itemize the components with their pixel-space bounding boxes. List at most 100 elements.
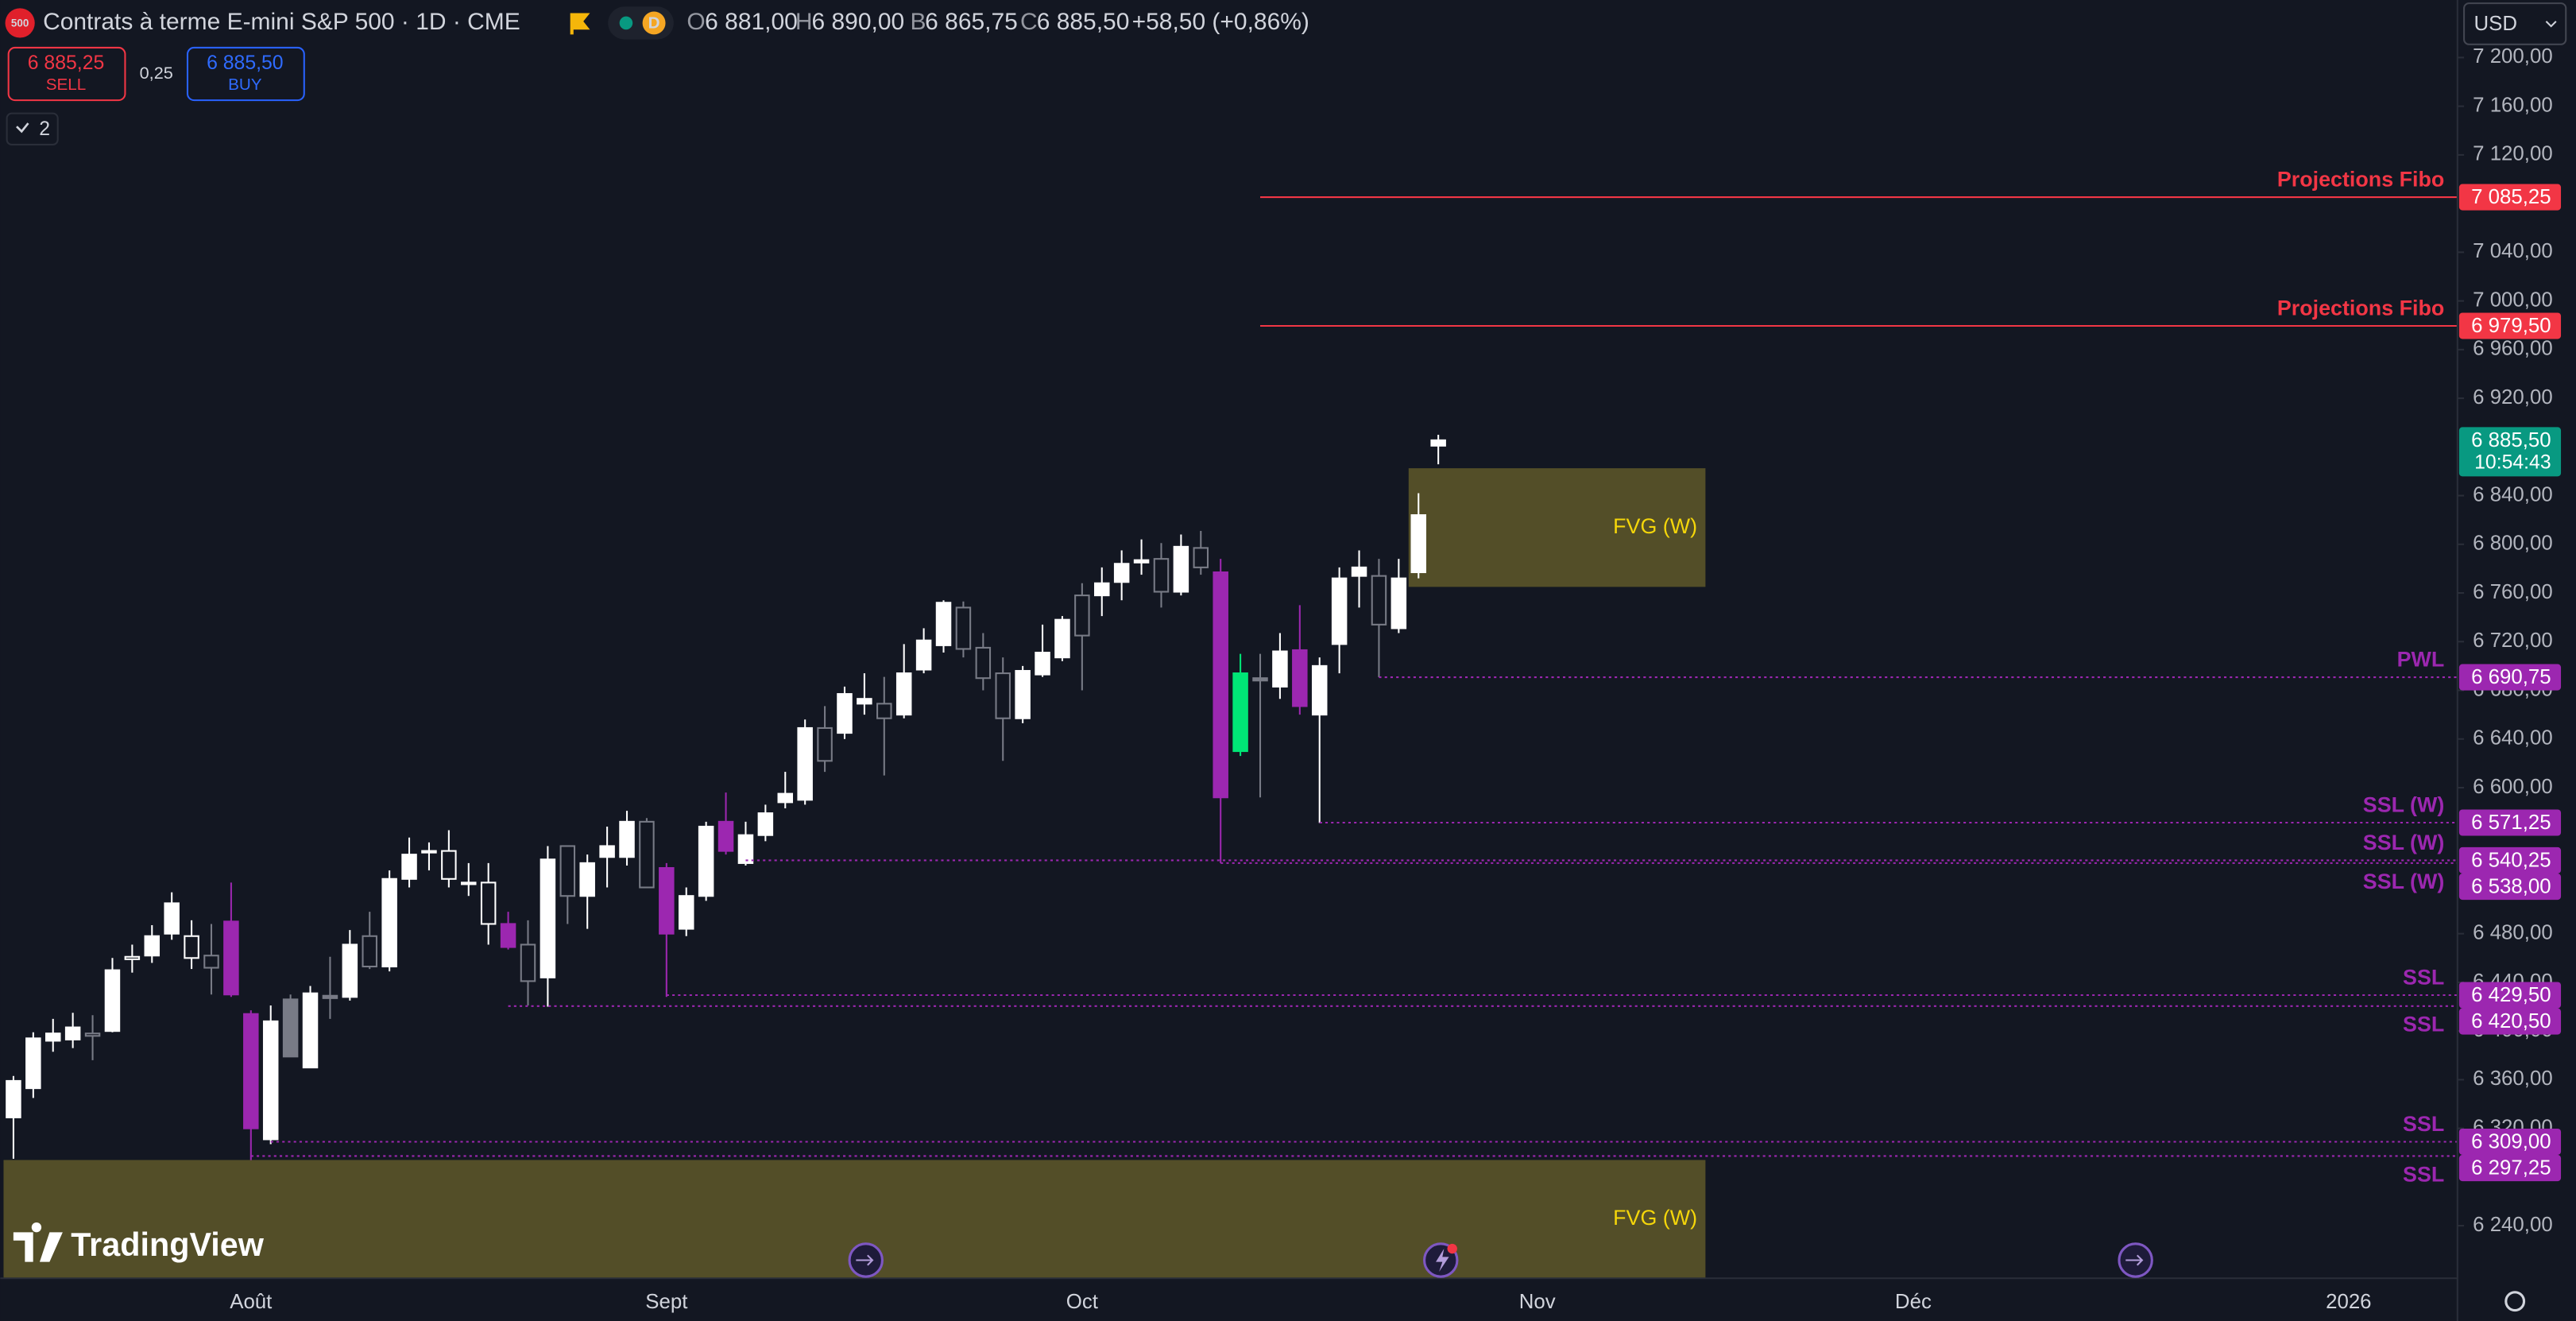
- candle-body: [1232, 672, 1248, 753]
- candle-body: [1015, 669, 1031, 719]
- y-tick-label: 7 040,00: [2473, 240, 2553, 262]
- x-tick-label: Déc: [1895, 1291, 1932, 1313]
- market-status: [619, 16, 633, 30]
- event-glyph: [856, 1254, 874, 1266]
- y-tick-label: 6 760,00: [2473, 581, 2553, 603]
- interval-badge-text: D: [648, 14, 660, 32]
- candle-body: [1371, 575, 1387, 626]
- sell-label: SELL: [46, 76, 87, 94]
- level-label: SSL: [2403, 1112, 2444, 1136]
- candle-body: [223, 920, 239, 996]
- x-tick-label: Nov: [1519, 1291, 1556, 1313]
- candle-body: [184, 935, 199, 959]
- candle-body: [461, 881, 477, 885]
- candle-body: [797, 726, 813, 801]
- candle-body: [362, 935, 377, 968]
- candle-body: [1272, 650, 1288, 688]
- y-tick-label: 7 120,00: [2473, 143, 2553, 165]
- y-tick-label: 6 640,00: [2473, 727, 2553, 750]
- watermark: TradingView: [71, 1226, 265, 1263]
- price-tag-label: 7 085,25: [2471, 186, 2551, 208]
- y-tick-label: 6 920,00: [2473, 386, 2553, 409]
- flag-icon[interactable]: [570, 13, 590, 35]
- bar-countdown: 10:54:43: [2474, 451, 2551, 473]
- candle-body: [955, 606, 972, 650]
- currency-select[interactable]: [2463, 2, 2567, 45]
- candle-body: [639, 820, 655, 889]
- candle-body: [1213, 571, 1228, 799]
- candle-body: [717, 820, 734, 852]
- price-tag: [2458, 809, 2562, 836]
- candle-body: [876, 703, 892, 719]
- candle-body: [757, 812, 774, 836]
- ohlc-value: 6 881,00: [705, 9, 798, 35]
- event-glyph: [1436, 1249, 1449, 1272]
- ohlc-key: H: [795, 9, 813, 35]
- indicator-count: 2: [39, 118, 50, 140]
- candle-body: [995, 672, 1011, 719]
- candle-body: [262, 1020, 279, 1141]
- settings-icon[interactable]: [2504, 1291, 2526, 1312]
- x-tick-label: Sept: [645, 1291, 687, 1313]
- price-tag: [2458, 664, 2562, 691]
- candle-body: [44, 1032, 61, 1042]
- level-label: SSL: [2403, 1162, 2444, 1186]
- y-tick-label: 6 600,00: [2473, 776, 2553, 798]
- candle-body: [164, 902, 180, 935]
- candle-body: [1193, 547, 1209, 568]
- buy-button[interactable]: [186, 46, 305, 102]
- chevron-icon: [16, 122, 29, 134]
- indicators-toggle[interactable]: [6, 112, 59, 145]
- candle-body: [1074, 595, 1090, 637]
- candle-body: [342, 943, 358, 998]
- plot-area: [3, 196, 2458, 1279]
- candle-body: [480, 881, 497, 925]
- ohlc-value: 6 885,50: [1037, 9, 1130, 35]
- y-tick-label: 7 000,00: [2473, 289, 2553, 311]
- symbol-logo-text: 500: [11, 17, 29, 29]
- symbol-logo: [5, 8, 35, 38]
- level-label: SSL: [2403, 1013, 2444, 1036]
- candle-body: [1094, 582, 1110, 597]
- price-tag-label: 6 571,25: [2471, 812, 2551, 834]
- candle-body: [619, 820, 635, 858]
- sell-button[interactable]: [7, 46, 126, 102]
- candle-body: [1113, 563, 1130, 583]
- candle-body: [302, 992, 319, 1069]
- watermark-logo: [13, 1222, 63, 1262]
- candle-body: [678, 895, 694, 930]
- price-tag: [2458, 982, 2562, 1009]
- candle-body: [1311, 664, 1328, 716]
- candle-body: [1153, 558, 1170, 593]
- y-tick-label: 6 800,00: [2473, 533, 2553, 555]
- x-tick-label: 2026: [2326, 1291, 2371, 1313]
- candle-body: [500, 923, 516, 948]
- candle-body: [817, 726, 833, 762]
- dropdown-icon: [2545, 21, 2557, 28]
- price-tag-label: 6 540,25: [2471, 849, 2551, 871]
- candle-body: [599, 845, 615, 858]
- candle-body: [520, 943, 536, 982]
- fvg-zone: [1408, 468, 1706, 587]
- candle-body: [1035, 652, 1050, 676]
- price-tag-label: 6 538,00: [2471, 875, 2551, 897]
- current-price-tag: [2458, 427, 2562, 477]
- price-tag-label: 6 429,50: [2471, 984, 2551, 1006]
- candle-body: [540, 858, 556, 978]
- candle-body: [64, 1026, 81, 1040]
- candle-body: [421, 850, 437, 854]
- candle-body: [1430, 439, 1446, 447]
- y-tick-label: 6 840,00: [2473, 483, 2553, 506]
- price-tag: [2458, 312, 2562, 339]
- price-tag: [2458, 846, 2562, 874]
- candle-body: [559, 845, 576, 897]
- level-label: SSL (W): [2363, 870, 2444, 893]
- candle-body: [441, 850, 457, 880]
- price-tag: [2458, 1128, 2562, 1156]
- level-label: SSL (W): [2363, 831, 2444, 854]
- x-tick-label: Août: [230, 1291, 272, 1313]
- candle-body: [857, 698, 872, 705]
- candle-body: [322, 994, 338, 999]
- candle-body: [1390, 577, 1407, 630]
